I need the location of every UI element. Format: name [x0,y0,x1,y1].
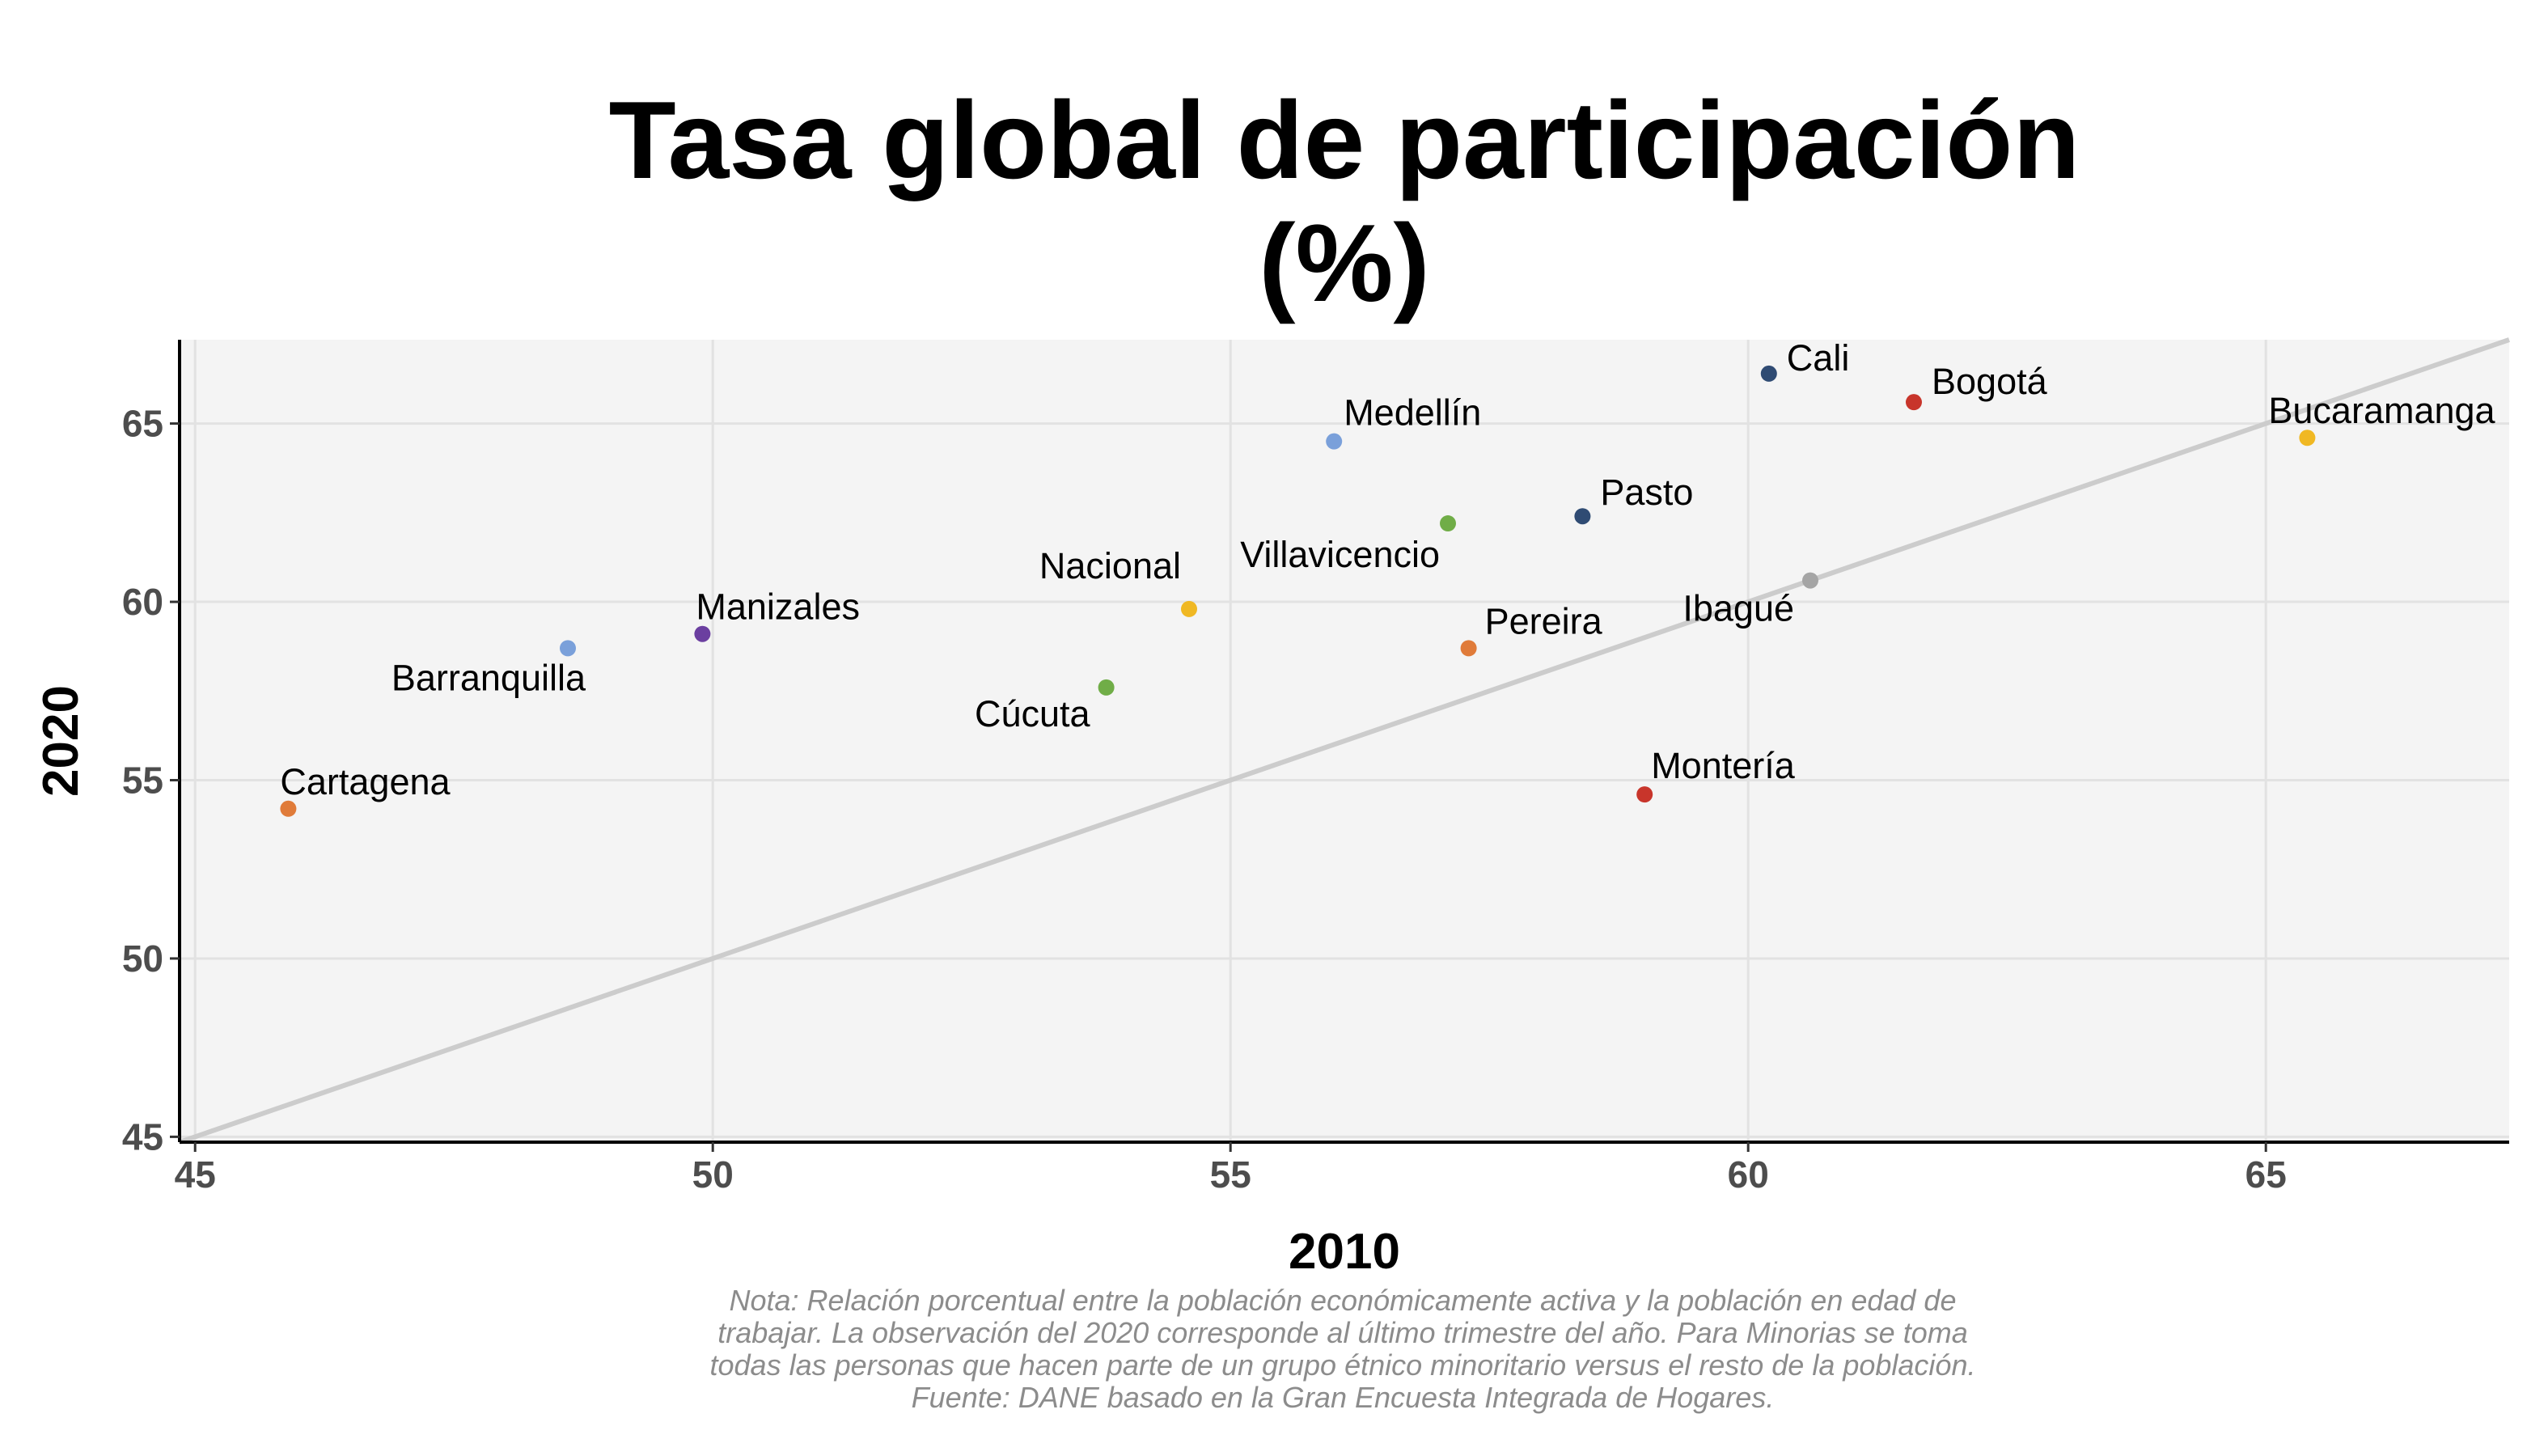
y-axis-title: 2020 [33,685,89,797]
point-label-pasto: Pasto [1600,472,1693,513]
point-bucaramanga [2299,430,2316,447]
point-bogota [1906,394,1922,411]
note-line-2: trabajar. La observación del 2020 corres… [717,1316,1968,1349]
x-tick-label-45: 45 [175,1153,216,1196]
x-tick-label-60: 60 [1728,1153,1769,1196]
point-barranquilla [560,640,576,657]
note-line-4: Fuente: DANE basado en la Gran Encuesta … [911,1381,1775,1414]
point-label-bogota: Bogotá [1932,361,2048,402]
y-tick-label-55: 55 [122,759,163,801]
point-label-bucaramanga: Bucaramanga [2268,390,2495,431]
y-tick-label-45: 45 [122,1115,163,1158]
point-ibague [1802,572,1818,589]
point-manizales [694,625,711,642]
point-label-nacional: Nacional [1039,545,1181,586]
point-pasto [1574,508,1591,525]
point-label-cali: Cali [1787,337,1850,379]
point-label-pereira: Pereira [1485,600,1603,641]
y-tick-label-60: 60 [122,581,163,623]
point-label-cartagena: Cartagena [280,761,451,802]
axis-ticks: 45 50 55 60 65 45 50 55 60 65 [122,403,2287,1196]
point-cali [1760,365,1777,382]
point-pereira [1460,640,1477,657]
point-cartagena [280,800,297,817]
grid-lines [180,340,2509,1142]
point-label-barranquilla: Barranquilla [392,657,586,698]
point-label-villavicencio: Villavicencio [1240,534,1440,575]
x-tick-label-55: 55 [1210,1153,1251,1196]
chart-title-line-1: Tasa global de participación [609,78,2080,201]
note-line-1: Nota: Relación porcentual entre la pobla… [729,1284,1957,1317]
reference-line [179,337,2510,1145]
chart-title-line-2: (%) [1259,201,1430,324]
point-villavicencio [1440,515,1456,532]
point-label-cucuta: Cúcuta [975,693,1091,734]
x-axis-title: 2010 [1289,1224,1400,1280]
point-label-ibague: Ibagué [1682,588,1794,629]
x-tick-label-50: 50 [692,1153,734,1196]
y-tick-label-65: 65 [122,403,163,445]
y-tick-label-50: 50 [122,938,163,980]
point-nacional [1181,600,1197,617]
point-monteria [1636,786,1653,803]
x-tick-label-65: 65 [2245,1153,2287,1196]
point-label-manizales: Manizales [696,586,860,628]
point-label-medellin: Medellín [1344,392,1481,434]
note-line-3: todas las personas que hacen parte de un… [709,1348,1976,1382]
data-points: Cartagena Barranquilla Manizales Cúcuta Naci… [280,337,2496,817]
chart-note: Nota: Relación porcentual entre la pobla… [631,1285,2055,1414]
point-label-monteria: Montería [1651,745,1796,786]
point-cucuta [1098,679,1115,696]
point-medellin [1326,433,1343,450]
